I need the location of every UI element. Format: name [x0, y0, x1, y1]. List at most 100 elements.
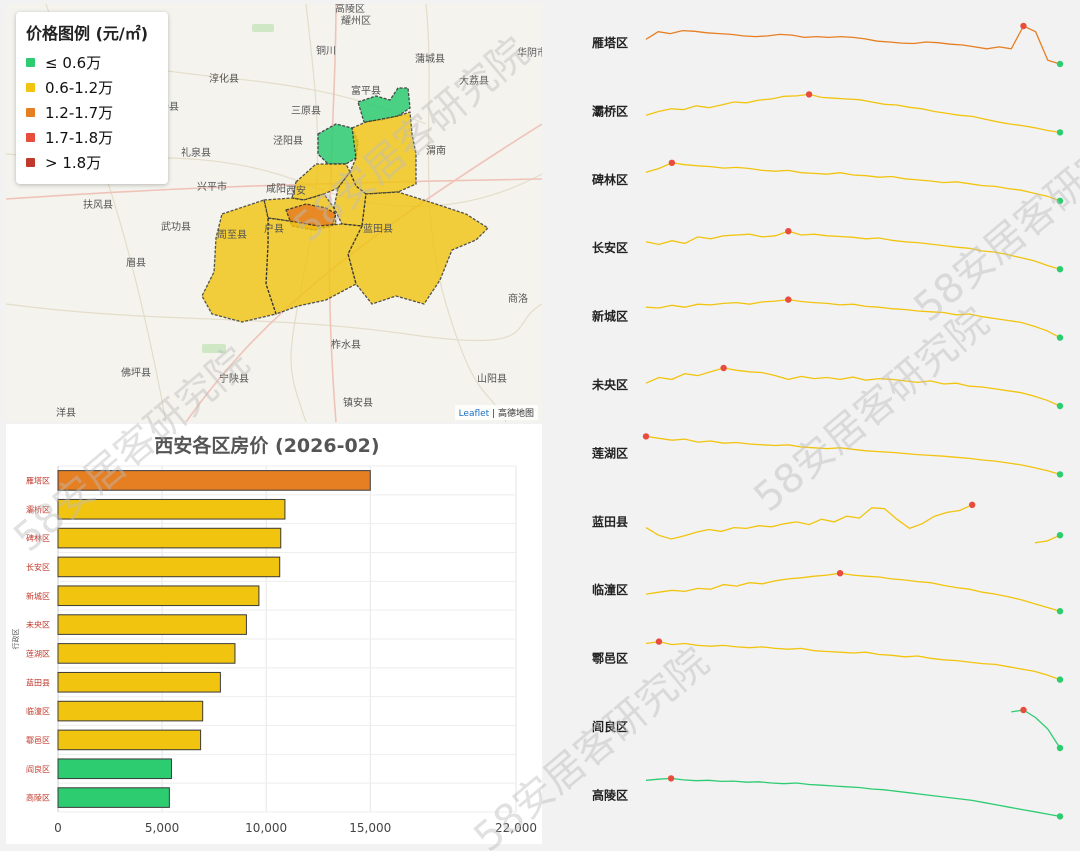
- bar[interactable]: [57, 585, 260, 607]
- legend-label: 1.7-1.8万: [45, 129, 114, 147]
- bar[interactable]: [57, 470, 371, 491]
- sparkline-label: 新城区: [592, 309, 628, 324]
- sparkline-max-marker: [655, 638, 663, 645]
- map-place-label: 洋县: [56, 406, 76, 419]
- price-legend: 价格图例 (元/㎡) ≤ 0.6万 0.6-1.2万 1.2-1.7万 1.7-1.8…: [16, 12, 168, 184]
- district-lantian[interactable]: [347, 191, 489, 305]
- sparkline-last-marker: [1056, 471, 1064, 478]
- sparkline-label: 莲湖区: [592, 445, 628, 460]
- bar[interactable]: [57, 643, 236, 664]
- bar[interactable]: [57, 498, 286, 520]
- map-place-label: 咸阳: [266, 183, 286, 195]
- map-place-label: 高陵区: [335, 4, 365, 15]
- district-lintong[interactable]: [349, 111, 417, 195]
- map-place-label: 山阳县: [477, 373, 507, 385]
- map-place-label: 华阴市: [517, 46, 542, 59]
- y-tick-label: 长安区: [26, 562, 50, 572]
- x-tick-label: 10,000: [245, 821, 287, 835]
- leaflet-link[interactable]: Leaflet: [458, 409, 490, 419]
- bar[interactable]: [57, 556, 281, 578]
- sparkline-last-marker: [1056, 266, 1064, 273]
- map-place-label: 蒲城县: [415, 52, 445, 65]
- x-tick-label: 5,000: [145, 821, 179, 835]
- y-tick-label: 蓝田县: [26, 677, 50, 687]
- map-place-label: 铜川: [316, 45, 336, 57]
- map-place-label: 佛坪县: [121, 366, 151, 379]
- map-place-label: 商洛: [508, 292, 528, 305]
- map-place-label: 三原县: [291, 105, 321, 117]
- sparkline-last-marker: [1056, 197, 1064, 204]
- sparkline-last-marker: [1056, 402, 1064, 410]
- map-place-label: 眉县: [126, 257, 146, 269]
- map-attribution: Leaflet | 高德地图: [454, 405, 538, 420]
- y-tick-label: 未央区: [26, 620, 50, 630]
- map-place-label: 柞水县: [331, 338, 361, 351]
- legend-title: 价格图例 (元/㎡): [26, 24, 149, 43]
- district-gaoling[interactable]: [317, 123, 359, 165]
- sparkline-panel: 雁塔区 灞桥区 碑林区 长安区 新城区 未央区 莲湖区 蓝田县 临潼区 鄠邑区 阎良区 高陵区: [586, 4, 1072, 844]
- attribution-separator: |: [489, 409, 498, 419]
- sparkline-path: [1011, 709, 1061, 749]
- map-place-label: 周至县: [217, 229, 247, 241]
- sparkline-label: 蓝田县: [592, 514, 628, 529]
- y-tick-label: 雁塔区: [26, 475, 50, 485]
- y-tick-label: 鄠邑区: [26, 735, 50, 745]
- bar[interactable]: [57, 527, 282, 549]
- map-place-label: 蓝田县: [363, 223, 393, 235]
- legend-swatch: [26, 58, 35, 67]
- sparkline-label: 碑林区: [592, 172, 628, 187]
- legend-swatch: [26, 83, 35, 92]
- bar[interactable]: [57, 729, 202, 751]
- legend-label: ≤ 0.6万: [45, 54, 102, 72]
- bar-chart: 西安各区房价 (2026-02) 0 5,000 10,000 15,000 22,000…: [11, 434, 537, 835]
- sparkline-path: [645, 504, 1061, 544]
- sparkline-path: [645, 162, 1061, 202]
- legend-swatch: [26, 133, 35, 142]
- y-tick-label: 新城区: [26, 591, 50, 601]
- y-tick-label: 高陵区: [26, 793, 50, 803]
- bar[interactable]: [57, 614, 247, 635]
- map-place-label: 礼泉县: [181, 146, 211, 159]
- sparkline-path: [645, 230, 1061, 270]
- legend-item: 1.2-1.7万: [26, 100, 158, 125]
- map-place-label: 宁陕县: [219, 372, 249, 385]
- map-canvas[interactable]: 铜川渭南商洛西安咸阳大荔县蒲城县富平县三原县泾阳县淳化县乾县礼泉县永寿县扶风县眉…: [6, 4, 542, 422]
- sparkline-last-marker: [1056, 532, 1064, 539]
- sparkline-max-marker: [805, 91, 813, 98]
- y-tick-label: 临潼区: [26, 706, 50, 716]
- sparkline-max-marker: [642, 433, 650, 440]
- sparkline-label: 雁塔区: [592, 35, 628, 50]
- sparkline-last-marker: [1056, 676, 1064, 683]
- sparkline-label: 灞桥区: [592, 103, 628, 118]
- sparkline-label: 长安区: [592, 240, 628, 255]
- legend-swatch: [26, 158, 35, 167]
- sparkline-path: [645, 640, 1061, 681]
- sparkline-last-marker: [1056, 608, 1064, 615]
- bar[interactable]: [57, 700, 204, 722]
- sparkline-max-marker: [667, 775, 675, 782]
- sparkline-max-marker: [720, 364, 727, 372]
- sparkline-label: 临潼区: [592, 582, 628, 597]
- price-map[interactable]: 铜川渭南商洛西安咸阳大荔县蒲城县富平县三原县泾阳县淳化县乾县礼泉县永寿县扶风县眉…: [6, 4, 542, 422]
- legend-label: 0.6-1.2万: [45, 79, 114, 97]
- bar[interactable]: [57, 671, 221, 693]
- y-tick-label: 莲湖区: [26, 648, 50, 658]
- sparkline-max-marker: [1020, 706, 1027, 714]
- map-parks: [202, 24, 274, 353]
- map-place-label: 兴平市: [197, 180, 227, 193]
- y-tick-label: 碑林区: [26, 533, 50, 543]
- sparkline-max-marker: [785, 296, 792, 303]
- legend-item: 0.6-1.2万: [26, 75, 158, 100]
- map-place-label: 耀州区: [341, 15, 371, 27]
- legend-item: > 1.8万: [26, 150, 158, 175]
- sparkline-label: 鄠邑区: [592, 651, 628, 666]
- bar[interactable]: [57, 787, 170, 808]
- sparkline-label: 阎良区: [592, 719, 628, 734]
- map-place-label: 渭南: [426, 144, 446, 157]
- map-provider: 高德地图: [497, 409, 534, 419]
- sparkline-last-marker: [1056, 129, 1064, 136]
- bar[interactable]: [57, 758, 172, 780]
- district-huyi[interactable]: [201, 199, 277, 323]
- map-place-label: 大荔县: [459, 74, 489, 87]
